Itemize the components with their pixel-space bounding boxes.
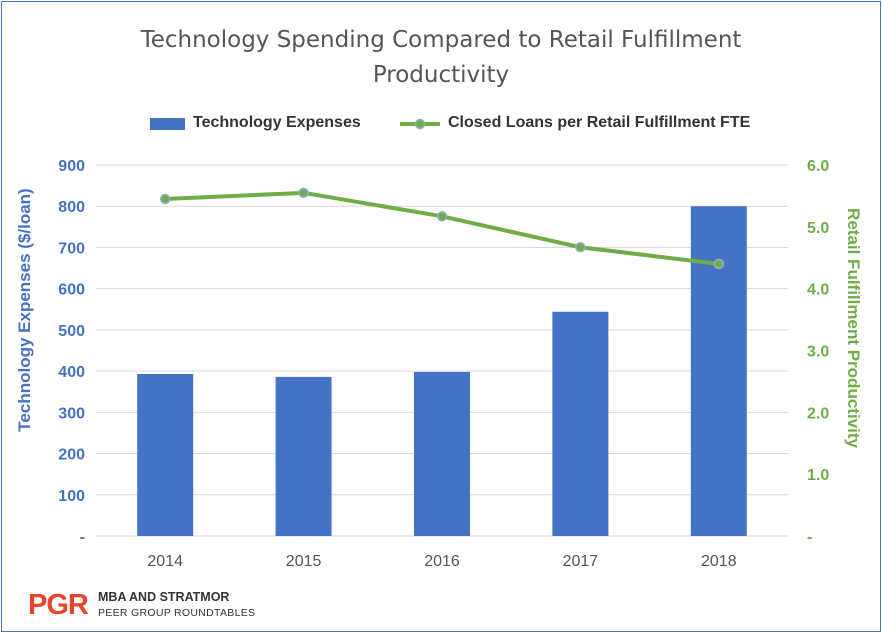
x-tick-label: 2017 [563,553,599,570]
line-point [575,241,586,253]
x-tick-label: 2018 [701,553,737,570]
y-tick-left: 700 [58,240,85,257]
line-point [159,193,171,205]
y-tick-right: 3.0 [807,344,829,361]
footer-line-2: PEER GROUP ROUNDTABLES [98,607,256,619]
bar [552,311,609,536]
y-tick-right: 2.0 [807,405,829,422]
legend-bar-swatch [150,118,185,130]
line-point [713,258,725,270]
bar [137,373,194,536]
legend-line-label: Closed Loans per Retail Fulfillment FTE [448,114,751,131]
x-tick-label: 2016 [424,553,460,570]
y-tick-left: 100 [58,488,85,505]
footer-line-1: MBA AND STRATMOR [98,590,230,604]
x-tick-label: 2015 [286,553,322,570]
bar [275,376,332,536]
y-tick-right: - [807,529,812,546]
chart-title-line-2: Productivity [372,62,510,88]
legend-bar-label: Technology Expenses [193,114,361,131]
line-point [298,187,309,199]
y-tick-left: 900 [58,158,85,175]
y-tick-left: 500 [58,323,85,340]
y-tick-left: - [80,529,85,546]
chart-title-line-1: Technology Spending Compared to Retail F… [140,27,742,53]
legend: Technology Expenses Closed Loans per Ret… [0,112,882,136]
bar [414,371,470,536]
y-tick-left: 400 [58,364,85,381]
bar [690,206,747,536]
y-tick-left: 600 [58,282,85,299]
legend-line-swatch [400,118,440,130]
y-tick-right: 6.0 [807,158,829,175]
line-point [436,211,448,222]
x-tick-label: 2014 [147,553,183,570]
y-tick-left: 800 [58,199,85,216]
y-tick-left: 200 [58,447,85,464]
y-tick-right: 5.0 [807,220,829,237]
y-tick-right: 4.0 [807,282,829,299]
y-tick-right: 1.0 [807,467,829,484]
line-series [165,190,720,266]
pgr-logo: PGR [28,589,89,621]
y-tick-left: 300 [58,405,85,422]
